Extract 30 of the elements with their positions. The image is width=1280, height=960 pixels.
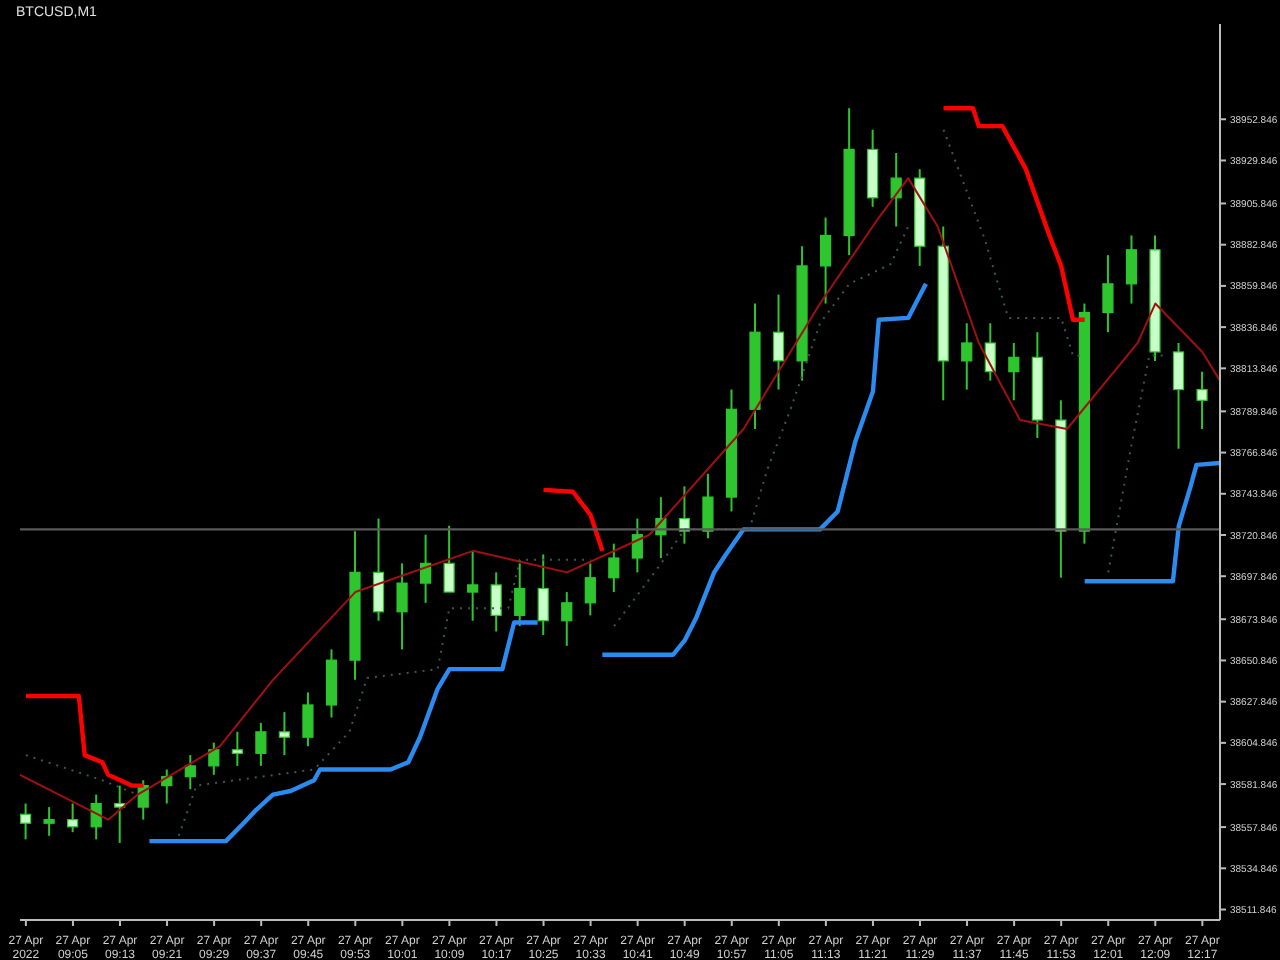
candlestick — [20, 802, 32, 841]
candlestick — [608, 542, 620, 594]
candlestick — [1008, 341, 1020, 402]
candlestick — [325, 648, 338, 719]
candlestick — [184, 754, 196, 791]
candlestick — [43, 806, 55, 837]
candlestick — [584, 562, 596, 617]
candlestick — [467, 549, 479, 622]
candlestick — [1196, 370, 1208, 430]
candlestick — [302, 691, 314, 748]
candlestick — [631, 517, 643, 574]
candlestick — [396, 562, 408, 651]
candlestick — [772, 293, 785, 391]
candlestick — [961, 322, 973, 391]
candlestick — [208, 741, 220, 776]
candlestick — [537, 553, 549, 637]
candlestick — [1102, 254, 1114, 334]
candlestick — [1172, 341, 1185, 450]
candlestick — [490, 571, 502, 633]
candlestick — [67, 802, 79, 834]
candlestick — [702, 472, 714, 540]
candlestick — [443, 524, 455, 594]
candlestick — [278, 711, 291, 757]
candlestick — [231, 730, 243, 767]
candlestick — [514, 562, 526, 628]
candlestick — [561, 591, 573, 647]
candlestick — [255, 721, 267, 767]
candlestick — [1125, 234, 1138, 305]
candlestick — [819, 216, 832, 305]
candlestick — [372, 517, 385, 622]
